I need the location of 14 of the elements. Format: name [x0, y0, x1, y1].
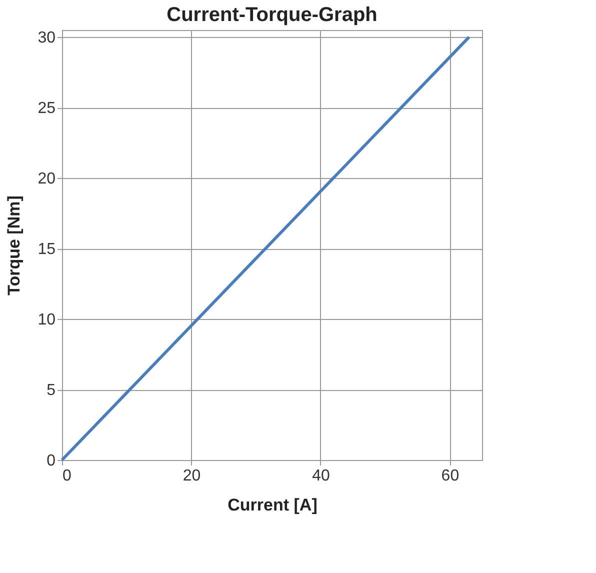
x-tick-label: 0 [62, 468, 72, 484]
y-tick-label: 30 [38, 30, 56, 47]
y-tick-label: 10 [38, 312, 56, 329]
x-tick-label: 60 [441, 468, 460, 484]
y-tick-label: 5 [46, 382, 56, 400]
y-tick-label: 0 [46, 452, 56, 470]
y-tick-label: 25 [38, 100, 56, 118]
y-tick-label: 15 [38, 241, 56, 258]
x-tick-label: 40 [312, 468, 330, 484]
y-tick-label: 20 [38, 170, 56, 188]
x-axis-title: Current [A] [228, 496, 318, 514]
x-tick-label: 20 [182, 468, 201, 484]
y-axis-title: Torque [Nm] [4, 196, 24, 296]
chart-title: Current-Torque-Graph [166, 4, 378, 26]
